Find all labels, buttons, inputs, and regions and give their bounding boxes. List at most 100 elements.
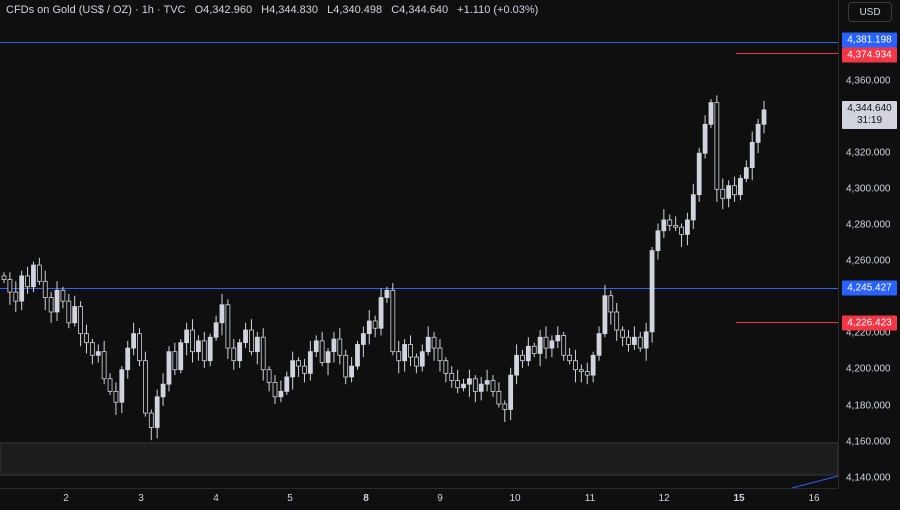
candle-body	[66, 300, 72, 324]
candle-body	[207, 336, 213, 362]
candle-body	[13, 291, 19, 302]
candle-body	[390, 289, 396, 353]
candle-body	[360, 333, 366, 345]
candle-body	[726, 185, 732, 199]
candle-body	[696, 152, 702, 196]
bar-countdown: 31:19	[856, 115, 883, 126]
candle-body	[201, 340, 207, 362]
candle-body	[602, 295, 608, 335]
candle-body	[761, 109, 767, 125]
candle-body	[396, 351, 402, 362]
price-tick: 4,320.000	[846, 147, 891, 159]
candle-body	[437, 347, 443, 362]
price-tick: 4,300.000	[846, 183, 891, 195]
price-tick: 4,220.000	[846, 327, 891, 339]
ohlc-close: C4,344.640	[391, 4, 449, 16]
candlestick-chart[interactable]	[0, 0, 839, 489]
level-label-top-red: 4,374.934	[842, 47, 897, 63]
candle-body	[584, 371, 590, 376]
price-tick: 4,360.000	[846, 75, 891, 87]
candle-body	[484, 380, 490, 385]
candle-body	[661, 219, 667, 232]
candle-body	[472, 378, 478, 392]
price-axis[interactable]	[838, 0, 900, 488]
symbol-title[interactable]: CFDs on Gold (US$ / OZ) · 1h · TVC	[6, 4, 186, 16]
candle-body	[254, 336, 260, 353]
candle-body	[384, 289, 390, 298]
candle-body	[649, 250, 655, 333]
candle-body	[48, 297, 54, 313]
candle-body	[714, 102, 720, 190]
candle-body	[260, 336, 266, 371]
candle-body	[514, 354, 519, 376]
time-label: 2	[63, 493, 69, 504]
candle-body	[743, 167, 749, 179]
candle-body	[567, 354, 572, 362]
candle-body	[755, 123, 761, 143]
candle-body	[101, 351, 107, 380]
candle-body	[213, 322, 219, 338]
candle-body	[537, 336, 543, 354]
price-tick: 4,260.000	[846, 255, 891, 267]
time-label: 10	[509, 493, 521, 504]
candle-body	[142, 360, 148, 414]
candle-body	[190, 329, 195, 353]
level-label-mid-blue: 4,245.427	[842, 280, 897, 296]
candle-body	[366, 320, 372, 335]
price-tick: 4,200.000	[846, 363, 891, 375]
candle-body	[119, 369, 125, 403]
level-label-low-red: 4,226.423	[842, 315, 897, 331]
candle-body	[431, 336, 437, 349]
candle-body	[284, 376, 290, 392]
candle-body	[520, 354, 525, 362]
candle-body	[626, 336, 631, 345]
currency-button[interactable]: USD	[848, 2, 892, 22]
candle-body	[225, 304, 231, 349]
candle-body	[349, 365, 354, 378]
candle-body	[296, 360, 301, 367]
candle-body	[290, 360, 296, 378]
candle-body	[72, 306, 78, 324]
candle-body	[679, 226, 684, 235]
candle-body	[414, 356, 419, 367]
candle-body	[272, 381, 278, 398]
candle-body	[690, 194, 696, 221]
candle-body	[673, 224, 679, 228]
time-label: 15	[733, 493, 745, 504]
candle-body	[160, 383, 166, 398]
ohlc-change: +1.110 (+0.03%)	[457, 4, 539, 16]
candle-body	[372, 320, 378, 329]
price-tick: 4,180.000	[846, 400, 891, 412]
symbol-legend: CFDs on Gold (US$ / OZ) · 1h · TVC O4,34…	[6, 4, 544, 16]
candle-body	[307, 351, 313, 374]
candle-body	[107, 378, 113, 392]
candle-body	[643, 331, 649, 349]
candle-body	[531, 345, 537, 354]
candle-body	[720, 188, 726, 199]
candle-body	[343, 354, 349, 378]
candle-body	[113, 390, 119, 403]
chart-plot-area[interactable]	[0, 0, 839, 489]
candle-body	[249, 329, 254, 353]
candle-body	[732, 185, 737, 196]
candle-body	[19, 275, 25, 302]
candle-body	[313, 340, 319, 353]
candle-body	[231, 347, 237, 362]
ohlc-low: L4,340.498	[327, 4, 383, 16]
level-label-top-blue: 4,381.198	[842, 32, 897, 48]
time-label: 8	[363, 493, 369, 504]
candle-body	[543, 336, 549, 349]
time-axis[interactable]	[0, 488, 838, 510]
candle-body	[685, 219, 690, 235]
candle-body	[667, 219, 673, 226]
candle-body	[89, 342, 95, 356]
candle-body	[561, 335, 567, 356]
candle-body	[449, 372, 455, 381]
candle-body	[637, 336, 643, 349]
candle-body	[549, 340, 555, 349]
time-label: 12	[658, 493, 670, 504]
price-tick: 4,140.000	[846, 472, 891, 484]
candle-body	[331, 338, 337, 353]
candle-body	[443, 360, 449, 374]
candle-body	[1, 275, 7, 280]
